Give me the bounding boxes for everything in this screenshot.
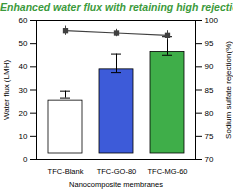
- svg-text:75: 75: [205, 132, 214, 141]
- svg-text:Sodium sulfate rejection(%): Sodium sulfate rejection(%): [224, 41, 233, 139]
- svg-text:Water flux (LMH): Water flux (LMH): [2, 60, 11, 120]
- svg-text:80: 80: [205, 109, 214, 118]
- svg-text:40: 40: [19, 62, 28, 71]
- svg-text:0: 0: [23, 155, 28, 164]
- svg-text:100: 100: [205, 16, 219, 25]
- svg-text:30: 30: [19, 86, 28, 95]
- svg-text:10: 10: [19, 132, 28, 141]
- svg-text:TFC-MG-60: TFC-MG-60: [148, 167, 188, 176]
- svg-text:85: 85: [205, 86, 214, 95]
- svg-text:Nanocomposite membranes: Nanocomposite membranes: [69, 180, 163, 189]
- svg-text:60: 60: [19, 16, 28, 25]
- svg-text:90: 90: [205, 62, 214, 71]
- svg-text:50: 50: [19, 39, 28, 48]
- svg-text:70: 70: [205, 155, 214, 164]
- svg-text:95: 95: [205, 39, 214, 48]
- svg-text:TFC-Blank: TFC-Blank: [48, 167, 84, 176]
- svg-text:TFC-GO-80: TFC-GO-80: [97, 167, 137, 176]
- svg-text:20: 20: [19, 109, 28, 118]
